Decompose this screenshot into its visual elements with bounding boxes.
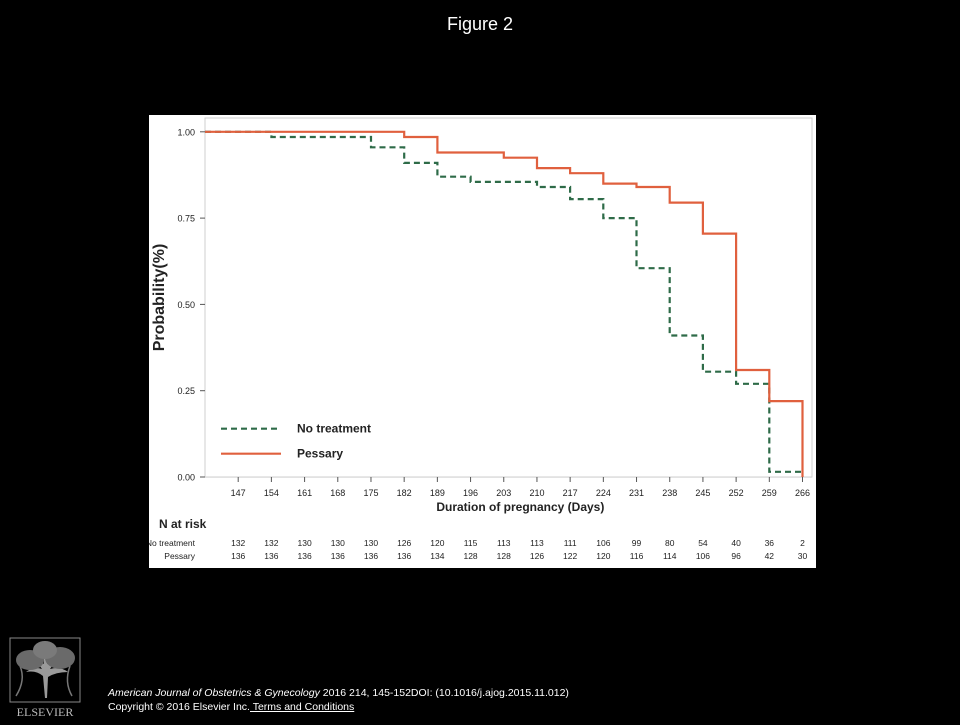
x-tick-label: 147: [231, 488, 246, 498]
y-tick-label: 0.75: [177, 214, 195, 224]
figure-panel: 0.00 0.25 0.50 0.75 1.00 Probability(%) 147 154…: [149, 115, 816, 568]
x-tick-label: 238: [662, 488, 677, 498]
risk-cell: 42: [765, 551, 775, 561]
slide-title: Figure 2: [446, 14, 514, 34]
legend-label: No treatment: [297, 422, 371, 436]
risk-cell: 136: [397, 551, 411, 561]
risk-cell: 126: [530, 551, 544, 561]
x-tick-label: 224: [596, 488, 611, 498]
terms-link[interactable]: Terms and Conditions: [249, 701, 355, 713]
x-tick-label: 161: [297, 488, 312, 498]
citation-details: 2016 214, 145-152DOI: (10.1016/j.ajog.20…: [319, 687, 569, 699]
risk-cell: 54: [698, 538, 708, 548]
x-tick-label: 217: [563, 488, 578, 498]
citation-line-2: Copyright © 2016 Elsevier Inc. Terms and…: [108, 700, 569, 714]
risk-cell: 126: [397, 538, 411, 548]
risk-cell: 136: [331, 551, 345, 561]
citation-line-1: American Journal of Obstetrics & Gynecol…: [108, 686, 569, 700]
risk-cell: 116: [630, 551, 644, 561]
risk-cell: 113: [530, 538, 544, 548]
risk-cell: 114: [663, 551, 677, 561]
x-tick-label: 189: [430, 488, 445, 498]
risk-cell: 30: [798, 551, 808, 561]
risk-cell: 106: [696, 551, 710, 561]
risk-row-label: No treatment: [149, 538, 196, 548]
risk-cell: 130: [297, 538, 311, 548]
risk-cell: 136: [231, 551, 245, 561]
y-tick-label: 0.50: [177, 300, 195, 310]
x-tick-label: 259: [762, 488, 777, 498]
legend-label: Pessary: [297, 447, 343, 461]
x-tick-label: 210: [529, 488, 544, 498]
y-axis-label: Probability(%): [151, 244, 168, 352]
risk-cell: 130: [364, 538, 378, 548]
risk-cell: 134: [430, 551, 444, 561]
risk-cell: 136: [364, 551, 378, 561]
citation: American Journal of Obstetrics & Gynecol…: [108, 686, 569, 714]
risk-cell: 136: [297, 551, 311, 561]
y-tick-label: 0.00: [177, 473, 195, 483]
x-tick-label: 231: [629, 488, 644, 498]
x-tick-label: 182: [397, 488, 412, 498]
x-axis-label: Duration of pregnancy (Days): [436, 500, 604, 514]
x-tick-label: 196: [463, 488, 478, 498]
journal-name: American Journal of Obstetrics & Gynecol…: [108, 687, 320, 699]
risk-cell: 120: [596, 551, 610, 561]
x-tick-label: 266: [795, 488, 810, 498]
risk-cell: 122: [563, 551, 577, 561]
copyright-text: Copyright © 2016 Elsevier Inc.: [108, 701, 250, 713]
series-no-treatment: [205, 130, 803, 473]
risk-cell: 99: [632, 538, 642, 548]
risk-cell: 132: [231, 538, 245, 548]
risk-cell: 2: [800, 538, 805, 548]
risk-cell: 36: [765, 538, 775, 548]
risk-row-label: Pessary: [164, 551, 195, 561]
risk-cell: 136: [264, 551, 278, 561]
x-tick-label: 175: [363, 488, 378, 498]
risk-cell: 132: [264, 538, 278, 548]
x-tick-label: 168: [330, 488, 345, 498]
risk-cell: 120: [430, 538, 444, 548]
logo-text: ELSEVIER: [17, 705, 74, 719]
risk-table-title: N at risk: [159, 517, 207, 531]
risk-cell: 130: [331, 538, 345, 548]
y-tick-label: 0.25: [177, 386, 195, 396]
y-tick-label: 1.00: [177, 127, 195, 137]
risk-cell: 40: [731, 538, 741, 548]
risk-cell: 80: [665, 538, 675, 548]
legend: No treatment Pessary: [211, 410, 391, 463]
series-pessary: [205, 130, 804, 477]
risk-cell: 115: [464, 538, 478, 548]
x-tick-label: 154: [264, 488, 279, 498]
risk-cell: 111: [564, 538, 577, 548]
risk-cell: 113: [497, 538, 511, 548]
risk-cell: 96: [731, 551, 741, 561]
x-tick-label: 203: [496, 488, 511, 498]
survival-chart: 0.00 0.25 0.50 0.75 1.00 Probability(%) 147 154…: [149, 117, 813, 561]
risk-cell: 106: [596, 538, 610, 548]
risk-cell: 128: [497, 551, 511, 561]
risk-cell: 128: [463, 551, 477, 561]
x-tick-label: 252: [729, 488, 744, 498]
elsevier-logo: ELSEVIER: [6, 636, 84, 720]
series-lines: [205, 130, 804, 477]
risk-table: N at risk No treatment 132 132 130 130 130 126 1…: [149, 517, 808, 561]
x-tick-label: 245: [695, 488, 710, 498]
